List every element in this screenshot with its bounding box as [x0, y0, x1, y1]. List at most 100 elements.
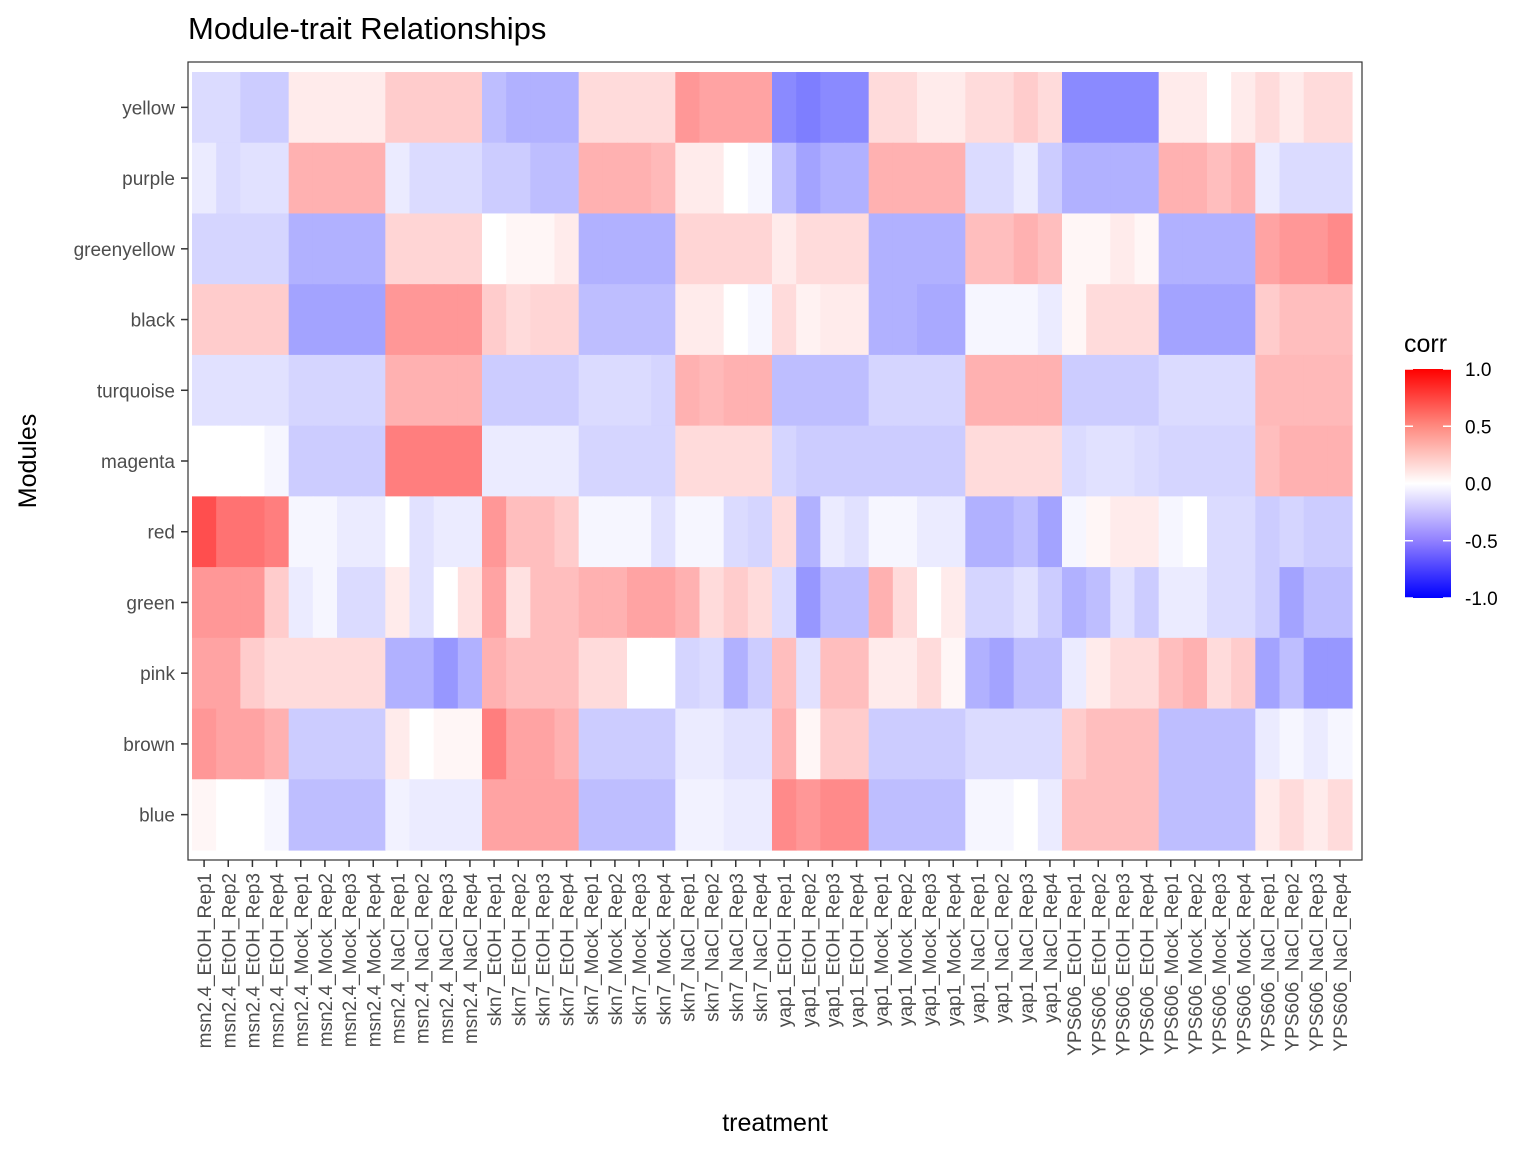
heatmap-cell	[1231, 142, 1256, 215]
heatmap-cell	[192, 637, 217, 710]
heatmap-cell	[723, 72, 749, 144]
heatmap-cell	[1013, 567, 1039, 639]
heatmap-cell	[264, 708, 290, 780]
heatmap-cell	[892, 779, 918, 851]
heatmap-cell	[1158, 425, 1184, 497]
heatmap-cell	[264, 354, 290, 427]
heatmap-cell	[1086, 496, 1111, 568]
legend-ticks: 1.0 0.5 0.0 -0.5 -1.0	[1405, 360, 1498, 610]
heatmap-cell	[627, 213, 652, 285]
heatmap-cell	[1327, 567, 1353, 639]
heatmap-cell	[627, 496, 652, 568]
heatmap-cell	[1110, 213, 1136, 285]
heatmap-cell	[772, 708, 797, 780]
heatmap-cell	[892, 567, 918, 639]
heatmap-cell	[1158, 72, 1184, 144]
heatmap-cell	[240, 567, 266, 639]
heatmap-cell	[264, 425, 290, 497]
heatmap-cell	[675, 213, 701, 285]
heatmap-cell	[530, 142, 556, 215]
heatmap-cell	[820, 72, 846, 144]
heatmap-cell	[1231, 637, 1256, 710]
heatmap-cell	[433, 354, 459, 427]
heatmap-cell	[651, 637, 676, 710]
heatmap-cell	[1013, 708, 1039, 780]
heatmap-cell	[1207, 496, 1232, 568]
heatmap-cell	[651, 496, 676, 568]
heatmap-cell	[312, 708, 338, 780]
heatmap-cell	[506, 496, 531, 568]
heatmap-cell	[820, 637, 846, 710]
heatmap-cell	[578, 284, 604, 356]
heatmap-cell	[1231, 284, 1256, 356]
heatmap-cell	[264, 567, 290, 639]
heatmap-cell	[627, 779, 652, 851]
heatmap-cell	[723, 425, 749, 497]
heatmap-cell	[844, 708, 870, 780]
heatmap-cell	[482, 637, 507, 710]
heatmap-cell	[1086, 284, 1111, 356]
heatmap-cell	[385, 142, 411, 215]
heatmap-cell	[433, 142, 459, 215]
heatmap-cell	[699, 142, 725, 215]
heatmap-cell	[941, 637, 966, 710]
heatmap-cell	[868, 425, 894, 497]
heatmap-cell	[675, 637, 701, 710]
heatmap-cell	[506, 213, 531, 285]
heatmap-cell	[892, 213, 918, 285]
heatmap-cell	[892, 284, 918, 356]
heatmap-cell	[312, 637, 338, 710]
heatmap-cell	[554, 354, 580, 427]
heatmap-cell	[457, 708, 483, 780]
heatmap-cell	[1255, 496, 1281, 568]
heatmap-cell	[192, 284, 217, 356]
heatmap-cell	[989, 708, 1015, 780]
heatmap-cell	[288, 425, 314, 497]
x-tick-label: yap1_NaCl_Rep1	[968, 873, 989, 1023]
heatmap-cell	[1062, 284, 1087, 356]
heatmap-cell	[1158, 637, 1184, 710]
heatmap-cell	[1062, 637, 1087, 710]
heatmap-cell	[264, 284, 290, 356]
heatmap-cell	[917, 284, 942, 356]
heatmap-cell	[1158, 779, 1184, 851]
heatmap-cell	[192, 779, 217, 851]
heatmap-cell	[602, 425, 628, 497]
heatmap-cell	[1303, 142, 1329, 215]
heatmap-cell	[482, 284, 507, 356]
heatmap-cell	[723, 142, 749, 215]
x-tick-label: YPS606_NaCl_Rep1	[1258, 873, 1279, 1052]
heatmap-cell	[409, 567, 435, 639]
heatmap-cell	[1062, 567, 1087, 639]
heatmap-cell	[965, 779, 991, 851]
x-tick-label: skn7_Mock_Rep2	[606, 873, 627, 1025]
heatmap-cell	[433, 213, 459, 285]
heatmap-cell	[240, 213, 266, 285]
heatmap-cell	[892, 354, 918, 427]
heatmap-cell	[433, 779, 459, 851]
heatmap-cell	[820, 284, 846, 356]
heatmap-cell	[1110, 567, 1136, 639]
heatmap-cell	[1207, 637, 1232, 710]
heatmap-cell	[772, 496, 797, 568]
heatmap-cell	[361, 72, 386, 144]
heatmap-cell	[1182, 425, 1208, 497]
heatmap-cell	[1013, 425, 1039, 497]
heatmap-cell	[627, 637, 652, 710]
heatmap-cell	[1231, 72, 1256, 144]
heatmap-cell	[1255, 425, 1281, 497]
heatmap-cell	[627, 567, 652, 639]
x-tick-label: YPS606_Mock_Rep3	[1210, 873, 1231, 1055]
heatmap-cell	[288, 213, 314, 285]
heatmap-cell	[1037, 354, 1063, 427]
x-tick-label: msn2.4_Mock_Rep2	[316, 873, 337, 1047]
heatmap-cell	[941, 708, 966, 780]
heatmap-cell	[1207, 72, 1232, 144]
heatmap-cell	[772, 637, 797, 710]
heatmap-cell	[216, 425, 241, 497]
heatmap-cell	[772, 284, 797, 356]
heatmap-cell	[917, 567, 942, 639]
heatmap-cell	[1182, 496, 1208, 568]
heatmap-cell	[1110, 142, 1136, 215]
heatmap-cell	[1327, 142, 1353, 215]
